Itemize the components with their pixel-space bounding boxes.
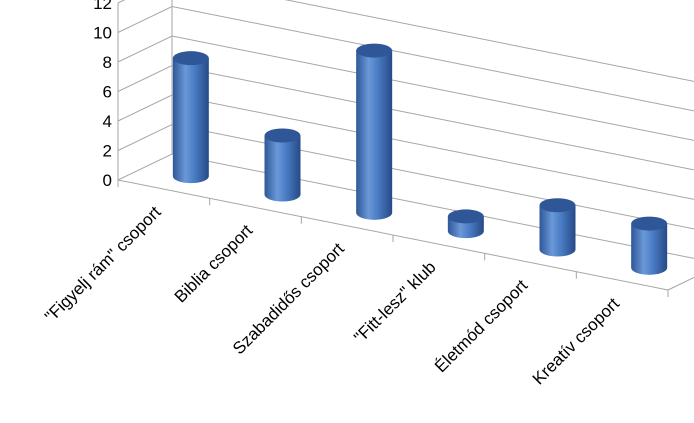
bar (447, 209, 484, 239)
bar-body (356, 50, 393, 220)
bar (356, 43, 393, 220)
x-category-label: "Fitt-lesz" klub (350, 258, 439, 347)
bar-body (264, 135, 301, 202)
bar (172, 51, 209, 184)
x-category-label: Szabadidős csoport (229, 239, 348, 358)
bar-top (172, 51, 209, 66)
y-tick-label: 8 (103, 53, 112, 72)
bar-body (631, 223, 668, 275)
y-tick-label: 0 (103, 171, 112, 190)
bar-top (447, 209, 484, 224)
y-axis-tick-labels: 0 2 4 6 8 10 12 (93, 0, 112, 190)
x-axis-category-labels: "Figyelj rám" csoport Biblia csoportSzaba… (41, 202, 623, 388)
y-tick-label: 4 (103, 112, 112, 131)
bar (631, 216, 668, 275)
y-tick-label: 2 (103, 142, 112, 161)
y-tick-label: 12 (93, 0, 112, 13)
bars (172, 43, 668, 275)
x-category-label: Biblia csoport (171, 221, 257, 307)
x-category-label: Életmód csoport (431, 276, 531, 376)
floor-right-edge (667, 276, 694, 291)
x-category-label: Kreatív csoport (529, 294, 623, 388)
bar-top (264, 128, 301, 143)
bar-body (172, 58, 209, 184)
bar-top (539, 198, 576, 213)
x-category-label: "Figyelj rám" csoport (41, 202, 165, 326)
bar (264, 128, 301, 202)
y-tick-label: 6 (103, 83, 112, 102)
bar-body (539, 205, 576, 257)
gridline (117, 0, 694, 82)
bar (539, 198, 576, 257)
bar-top (631, 216, 668, 231)
axes (117, 0, 694, 297)
bar-top (356, 43, 393, 58)
y-tick-label: 10 (93, 24, 112, 43)
